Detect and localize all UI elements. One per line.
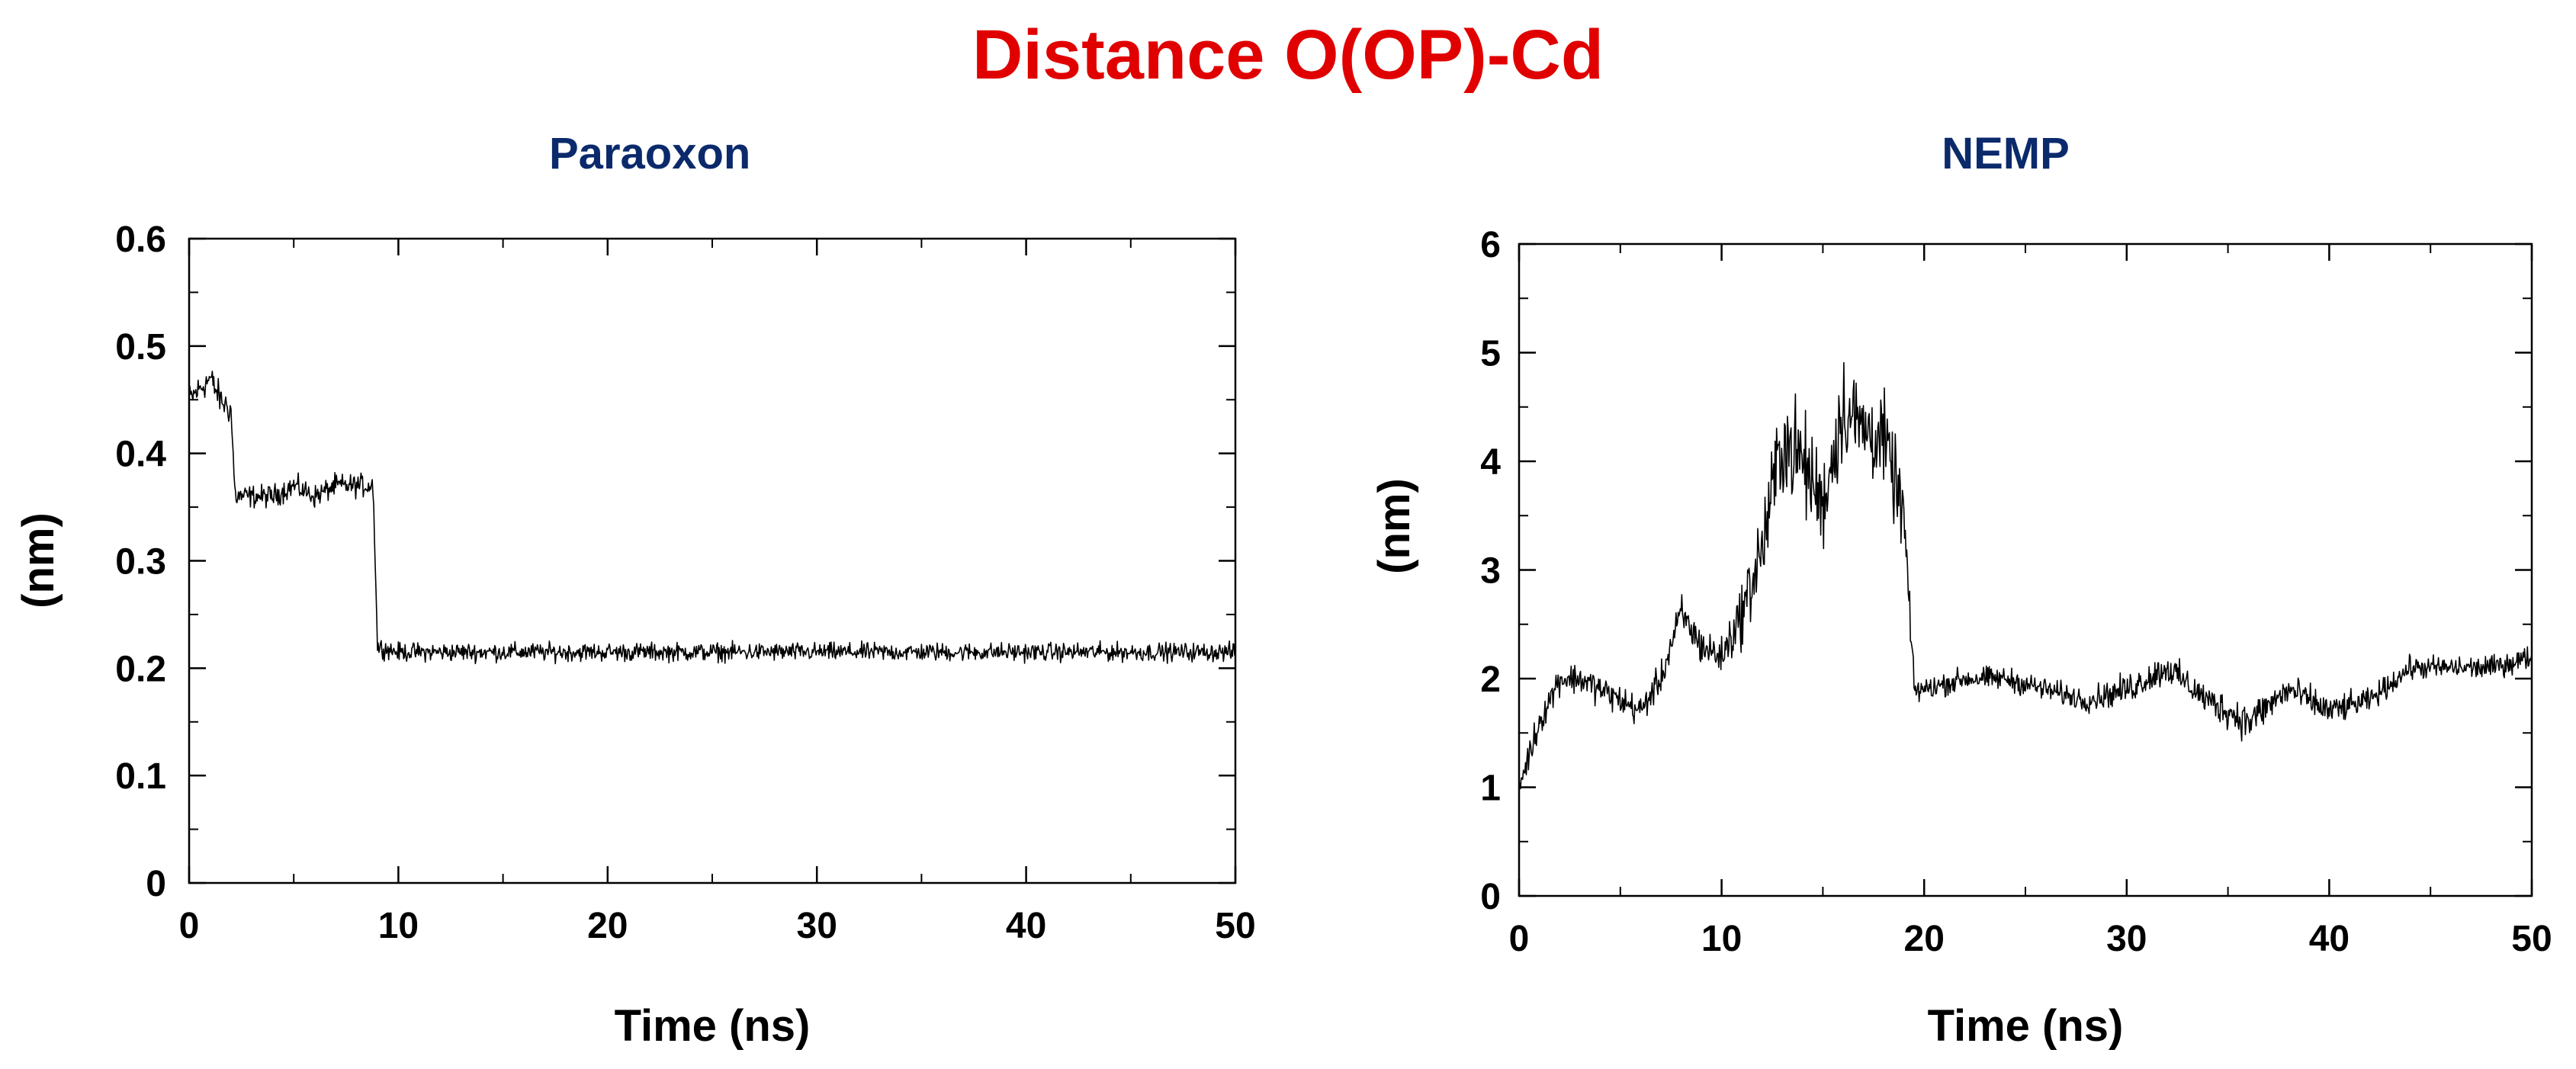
paraoxon-y-axis-label: (nm): [14, 512, 63, 608]
main-title: Distance O(OP)-Cd: [972, 16, 1604, 94]
paraoxon-x-axis-label: Time (ns): [615, 1001, 811, 1051]
nemp-y-tick-label: 2: [1480, 660, 1501, 700]
paraoxon-y-tick-label: 0.6: [115, 220, 166, 260]
paraoxon-x-tick-label: 30: [797, 906, 837, 946]
nemp-x-tick-label: 0: [1509, 919, 1530, 959]
paraoxon-y-tick-label: 0.4: [115, 435, 166, 475]
nemp-plot-frame: [1518, 242, 2533, 897]
paraoxon-x-tick-label: 40: [1006, 906, 1046, 946]
nemp-x-axis-label: Time (ns): [1928, 1001, 2124, 1051]
nemp-x-tick-label: 10: [1701, 919, 1742, 959]
paraoxon-y-tick-label: 0.3: [115, 542, 166, 583]
nemp-y-tick-label: 4: [1480, 442, 1501, 483]
nemp-y-tick-label: 3: [1480, 551, 1501, 592]
nemp-x-tick-label: 30: [2106, 919, 2147, 959]
paraoxon-y-tick-label: 0.5: [115, 327, 166, 368]
nemp-x-tick-label: 50: [2511, 919, 2552, 959]
paraoxon-trace-line: [188, 371, 1236, 665]
paraoxon-y-tick-label: 0.2: [115, 649, 166, 689]
nemp-x-tick-label: 20: [1904, 919, 1945, 959]
nemp-x-tick-label: 40: [2309, 919, 2350, 959]
nemp-y-axis-label: (nm): [1370, 478, 1419, 574]
paraoxon-y-tick-label: 0: [146, 864, 166, 904]
nemp-trace-line: [1518, 361, 2533, 790]
nemp-y-tick-label: 5: [1480, 334, 1501, 374]
nemp-y-tick-label: 0: [1480, 877, 1501, 917]
paraoxon-y-tick-label: 0.1: [115, 756, 166, 797]
paraoxon-x-tick-label: 50: [1215, 906, 1255, 946]
paraoxon-x-tick-label: 10: [378, 906, 419, 946]
paraoxon-x-tick-label: 0: [179, 906, 200, 946]
nemp-panel-title: NEMP: [1942, 129, 2070, 178]
paraoxon-plot-frame: [188, 237, 1237, 884]
nemp-y-tick-label: 6: [1480, 225, 1501, 265]
nemp-y-tick-label: 1: [1480, 769, 1501, 809]
paraoxon-x-tick-label: 20: [587, 906, 628, 946]
